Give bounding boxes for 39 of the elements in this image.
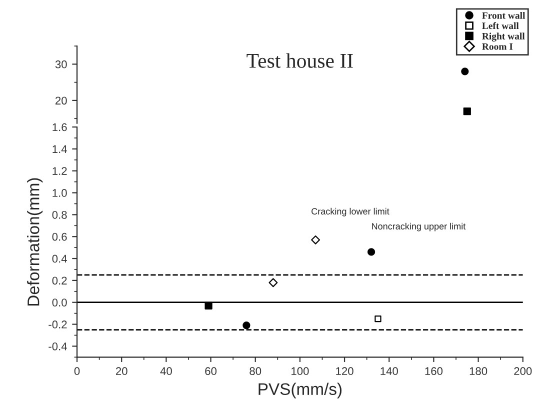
x-tick-label: 60 xyxy=(205,367,217,376)
x-tick-label: 120 xyxy=(336,367,354,376)
x-tick-label: 180 xyxy=(470,367,488,376)
y-tick-label: 20 xyxy=(56,96,67,105)
point xyxy=(204,302,212,310)
point xyxy=(268,278,278,288)
x-tick-label: 140 xyxy=(380,367,398,376)
y-tick-label: 30 xyxy=(55,60,67,68)
x-tick-label: 20 xyxy=(116,367,128,376)
y-tick-label: 0.2 xyxy=(52,276,67,285)
x-tick-label: 200 xyxy=(514,367,532,376)
x-tick-label: 100 xyxy=(292,367,309,376)
y-tick-label: 1.4 xyxy=(52,145,67,153)
y-tick-label: 0.8 xyxy=(52,210,67,219)
legend-label: Room I xyxy=(482,43,513,50)
y-tick-label: 1.6 xyxy=(52,123,67,132)
x-tick-label: 80 xyxy=(250,367,262,376)
y-tick-label: 0.4 xyxy=(52,254,67,263)
x-tick-label: 0 xyxy=(74,367,80,376)
point xyxy=(242,322,250,330)
y-tick-label: 0.0 xyxy=(52,298,67,306)
point xyxy=(311,235,320,244)
legend-label: Front wall xyxy=(482,12,526,19)
y-axis-title: Deformation(mm) xyxy=(27,178,43,306)
y-tick-label: 0.6 xyxy=(52,232,67,241)
chart-title: Test house II xyxy=(246,53,353,68)
legend-label: Right wall xyxy=(482,32,525,42)
annotation: Cracking lower limit xyxy=(312,208,390,216)
x-tick-label: 160 xyxy=(425,367,443,376)
x-axis-title: PVS(mm/s) xyxy=(258,382,342,398)
point xyxy=(367,248,376,256)
y-tick-label: 1.2 xyxy=(52,167,67,175)
legend-label: Left wall xyxy=(482,22,519,30)
y-tick-label: 1.0 xyxy=(52,189,67,197)
y-tick-label: -0.2 xyxy=(48,320,67,328)
y-tick-label: -0.4 xyxy=(48,342,67,350)
point xyxy=(374,315,382,322)
annotation: Noncracking upper limit xyxy=(372,222,466,232)
x-tick-label: 40 xyxy=(160,367,172,376)
